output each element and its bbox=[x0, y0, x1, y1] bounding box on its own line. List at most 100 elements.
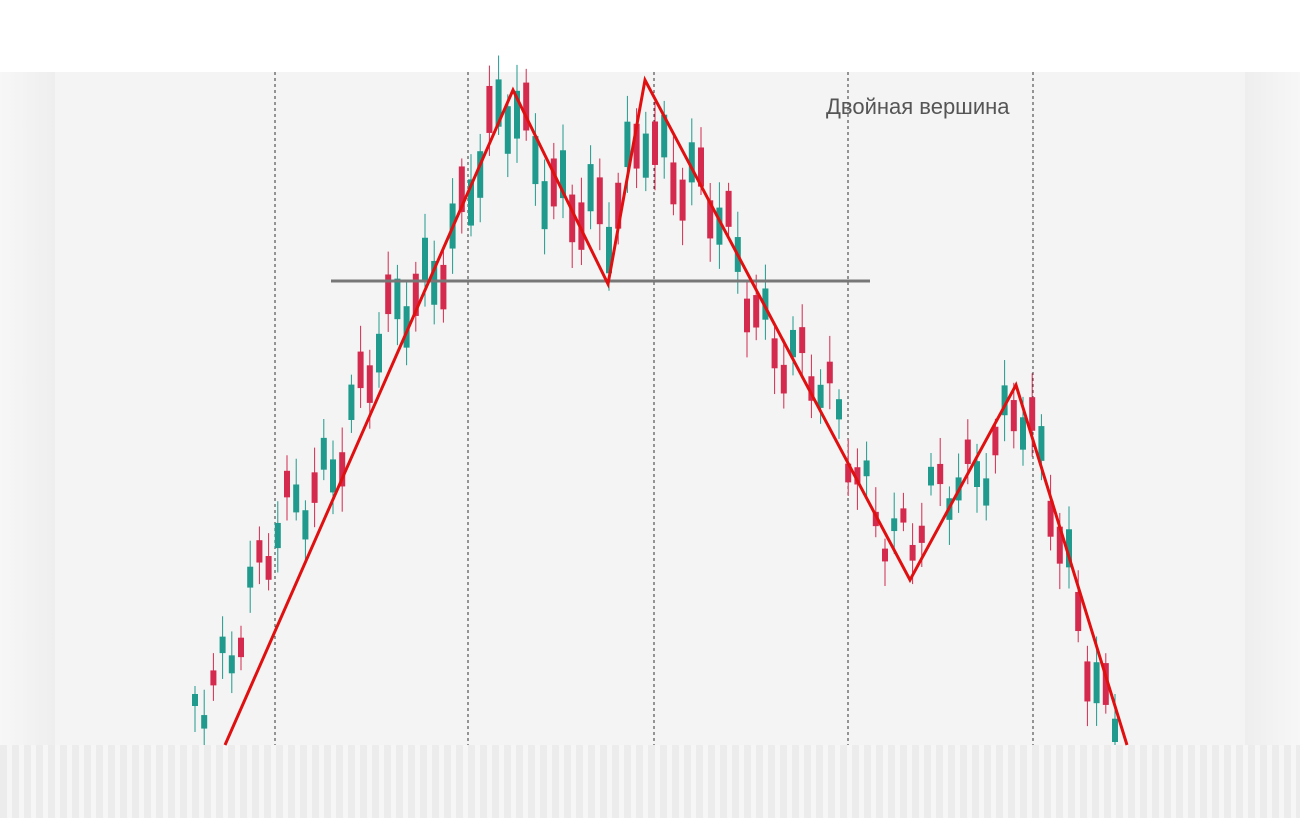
candle-body bbox=[1047, 500, 1054, 537]
candle-body bbox=[780, 364, 787, 394]
candle-body bbox=[376, 333, 382, 373]
candle-body bbox=[532, 136, 539, 185]
zigzag bbox=[223, 75, 1129, 746]
candle-body bbox=[514, 90, 520, 139]
candle-body bbox=[348, 384, 355, 420]
candle-body bbox=[992, 426, 999, 456]
candle-body bbox=[937, 463, 944, 485]
candle-body bbox=[670, 162, 677, 205]
candle-body bbox=[403, 306, 410, 348]
candle-body bbox=[964, 439, 971, 464]
candle-body bbox=[845, 463, 852, 483]
candle-body bbox=[817, 384, 824, 408]
candle-body bbox=[366, 365, 373, 403]
candle-body bbox=[836, 399, 842, 420]
candle-body bbox=[311, 472, 318, 503]
candle-body bbox=[293, 484, 300, 513]
candle-body bbox=[210, 670, 217, 686]
candle-body bbox=[1084, 661, 1091, 702]
candle-body bbox=[679, 179, 686, 221]
decor-left bbox=[0, 72, 55, 745]
candle-body bbox=[201, 715, 208, 729]
candle-body bbox=[744, 298, 750, 333]
candle-body bbox=[265, 556, 272, 580]
chart-panel bbox=[55, 72, 1245, 745]
candle-body bbox=[872, 511, 879, 527]
candle-body bbox=[1001, 385, 1008, 416]
candle-body bbox=[633, 123, 640, 169]
candle-body bbox=[385, 274, 392, 315]
candle-body bbox=[615, 182, 622, 229]
candle-body bbox=[468, 179, 474, 226]
candle-body bbox=[606, 226, 612, 274]
candle-body bbox=[725, 190, 732, 227]
candle-body bbox=[928, 466, 934, 486]
candle-body bbox=[422, 237, 428, 281]
candle-body bbox=[716, 207, 723, 245]
candle-body bbox=[882, 548, 888, 562]
candle-body bbox=[1038, 426, 1045, 461]
candle-body bbox=[495, 79, 502, 127]
candle-body bbox=[753, 295, 760, 328]
candle-body bbox=[284, 470, 290, 498]
candle-body bbox=[652, 121, 658, 165]
candle-body bbox=[974, 461, 980, 487]
candle-body bbox=[698, 147, 704, 187]
candle-body bbox=[440, 264, 447, 310]
candle-body bbox=[219, 636, 226, 654]
candle-body bbox=[274, 522, 281, 549]
candle-body bbox=[394, 278, 401, 320]
candle-body bbox=[900, 508, 907, 523]
candle-body bbox=[688, 142, 695, 183]
candle-body bbox=[854, 467, 861, 485]
candle-body bbox=[247, 566, 254, 588]
candle-body bbox=[431, 260, 438, 305]
candle-body bbox=[330, 459, 336, 493]
candle-body bbox=[458, 166, 465, 213]
candle-body bbox=[541, 181, 548, 230]
candle-body bbox=[256, 540, 263, 563]
candle-body bbox=[486, 85, 493, 133]
candle-body bbox=[1066, 529, 1072, 568]
candle-body bbox=[909, 544, 916, 561]
candle-body bbox=[771, 338, 778, 369]
candle-body bbox=[523, 82, 530, 131]
candle-body bbox=[1020, 417, 1026, 450]
candle-body bbox=[238, 637, 244, 658]
candle-body bbox=[1102, 663, 1109, 705]
candle-body bbox=[1093, 662, 1100, 704]
decor-right bbox=[1245, 72, 1300, 745]
candle-body bbox=[339, 452, 346, 487]
candle-body bbox=[790, 329, 796, 358]
candle-body bbox=[863, 460, 870, 477]
candle-body bbox=[550, 158, 557, 207]
candle-body bbox=[1029, 397, 1036, 431]
candle-body bbox=[477, 151, 484, 198]
candle-body bbox=[624, 121, 631, 168]
annotation: Двойная вершина bbox=[826, 94, 1010, 119]
candle-body bbox=[826, 361, 833, 384]
candle-body bbox=[596, 177, 603, 225]
candle-body bbox=[799, 327, 806, 354]
candle-body bbox=[808, 376, 815, 401]
candle-body bbox=[228, 655, 235, 674]
candle-body bbox=[587, 164, 594, 212]
candle-body bbox=[320, 437, 327, 470]
decor-bottom bbox=[0, 745, 1300, 818]
candle-body bbox=[707, 200, 714, 239]
candle-body bbox=[302, 510, 309, 540]
candle-body bbox=[560, 150, 566, 199]
candle-body bbox=[578, 202, 585, 250]
candle-body bbox=[661, 114, 668, 158]
candle-body bbox=[504, 106, 511, 154]
candle-body bbox=[192, 694, 198, 706]
candle-body bbox=[412, 273, 419, 316]
candle-body bbox=[357, 351, 364, 389]
candle-body bbox=[1075, 591, 1082, 632]
candle-body bbox=[983, 478, 990, 506]
candle-body bbox=[642, 133, 649, 178]
candle-body bbox=[891, 518, 898, 532]
candle-body bbox=[918, 525, 925, 543]
